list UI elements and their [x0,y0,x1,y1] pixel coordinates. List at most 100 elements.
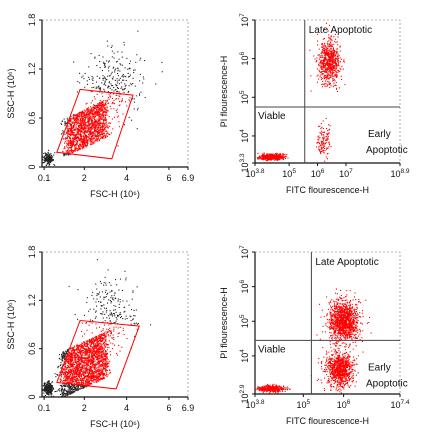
event-point [316,57,318,59]
event-point [277,160,279,162]
event-point [89,106,91,108]
event-point [64,376,66,378]
event-point [104,77,106,79]
event-point [263,155,265,157]
event-point [96,105,98,107]
event-point [109,351,111,353]
event-point [92,113,94,115]
event-point [89,124,91,126]
event-point [142,82,144,84]
event-point [316,68,318,70]
event-point [100,113,102,115]
event-point [107,359,109,361]
event-point [71,355,73,357]
event-point [83,371,85,373]
event-point [66,376,68,378]
event-point [99,134,101,136]
event-point [335,73,337,75]
event-point [323,65,325,67]
event-point [93,127,95,129]
event-point [103,335,105,337]
event-point [90,110,92,112]
event-point [101,103,103,105]
event-point [94,352,96,354]
event-point [94,108,96,110]
event-point [100,138,102,140]
event-point [278,155,280,157]
event-point [93,110,95,112]
event-point [89,119,91,121]
event-point [93,115,95,117]
event-point [59,390,61,392]
event-point [329,53,331,55]
event-point [84,144,86,146]
event-point [76,379,78,381]
event-point [95,125,97,127]
event-point [326,134,328,136]
event-point [70,125,72,127]
event-point [73,134,75,136]
event-point [115,61,117,63]
event-point [95,130,97,132]
event-point [277,158,279,160]
event-point [279,153,281,155]
event-point [90,132,92,134]
event-point [99,343,101,345]
quadrant-label-late-apoptotic: Late Apoptotic [309,25,372,36]
event-point [343,59,345,61]
event-point [62,372,64,374]
event-point [62,381,64,383]
event-point [79,371,81,373]
event-point [273,157,275,159]
event-point [77,125,79,127]
event-point [62,368,64,370]
event-point [93,113,95,115]
event-point [74,128,76,130]
event-point [328,53,330,55]
event-point [44,160,46,162]
event-point [63,148,65,150]
event-point [85,357,87,359]
event-point [128,85,130,87]
event-point [96,357,98,359]
event-point [322,136,324,138]
event-point [329,63,331,65]
y-axis-title: PI flourescence-H [219,56,229,128]
event-point [72,375,74,377]
event-point [104,345,106,347]
event-point [327,54,329,56]
event-point [94,111,96,113]
event-point [94,354,96,356]
event-point [328,39,330,41]
event-point [100,371,102,373]
event-point [79,117,81,119]
event-point [322,86,324,88]
event-point [80,125,82,127]
event-point [336,52,338,54]
event-point [316,81,318,83]
event-point [47,161,49,163]
event-point [105,114,107,116]
event-point [69,353,71,355]
event-point [66,151,68,153]
event-point [323,64,325,66]
event-point [327,130,329,132]
event-point [340,68,342,70]
event-point [112,67,114,69]
event-point [95,363,97,365]
event-point [46,153,48,155]
event-point [68,373,70,375]
event-point [326,74,328,76]
event-point [86,342,88,344]
event-point [335,76,337,78]
event-point [333,53,335,55]
event-point [328,133,330,135]
event-point [137,107,139,109]
event-point [85,362,87,364]
event-point [61,387,63,389]
event-point [88,381,90,383]
event-point [331,66,333,68]
event-point [92,349,94,351]
event-point [327,59,329,61]
event-point [263,152,265,154]
